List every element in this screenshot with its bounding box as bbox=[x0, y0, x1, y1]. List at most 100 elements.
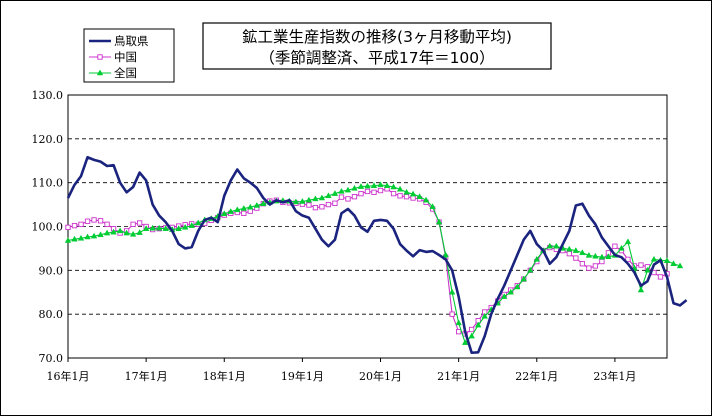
data-point bbox=[676, 262, 684, 269]
y-tick-label: 90.0 bbox=[39, 264, 64, 277]
data-point bbox=[422, 196, 430, 203]
data-point bbox=[240, 205, 248, 211]
data-point bbox=[474, 321, 482, 328]
legend-label: 全国 bbox=[114, 66, 137, 80]
data-point bbox=[566, 251, 572, 257]
data-point bbox=[91, 217, 97, 223]
data-point bbox=[572, 247, 580, 253]
data-point bbox=[136, 220, 143, 226]
data-point bbox=[312, 195, 319, 202]
data-point bbox=[403, 194, 410, 200]
chart-subtitle: （季節調整済、平成17年＝100） bbox=[259, 49, 494, 67]
data-point bbox=[78, 221, 84, 227]
data-point bbox=[175, 225, 182, 231]
data-point bbox=[625, 256, 631, 263]
data-point bbox=[579, 249, 586, 256]
data-point bbox=[507, 288, 514, 295]
data-point bbox=[260, 200, 267, 206]
data-point bbox=[344, 186, 352, 193]
data-point bbox=[77, 234, 85, 241]
x-tick-label: 18年1月 bbox=[203, 369, 246, 383]
data-point bbox=[396, 185, 404, 192]
data-point bbox=[573, 255, 579, 261]
data-point bbox=[469, 326, 475, 333]
data-point bbox=[103, 229, 111, 236]
legend-label: 中国 bbox=[114, 50, 137, 64]
data-point bbox=[84, 218, 91, 224]
x-tick-label: 19年1月 bbox=[281, 369, 324, 383]
x-axis-ticks: 16年1月 17年1月 18年1月 19年1月 20年1月 21年1月 22年1月 23年1月 bbox=[47, 358, 636, 383]
data-point bbox=[527, 266, 534, 273]
data-point bbox=[592, 263, 599, 269]
data-point bbox=[397, 193, 403, 199]
data-point bbox=[553, 242, 560, 249]
data-point bbox=[566, 245, 573, 252]
data-point bbox=[409, 190, 417, 197]
data-point bbox=[370, 182, 378, 188]
data-point bbox=[312, 205, 319, 211]
data-point bbox=[306, 202, 312, 208]
y-tick-label: 70.0 bbox=[39, 352, 64, 365]
data-point bbox=[318, 194, 326, 201]
data-point bbox=[364, 188, 371, 195]
data-point bbox=[129, 230, 137, 237]
data-point bbox=[468, 332, 475, 339]
data-point bbox=[410, 195, 416, 201]
data-point bbox=[448, 288, 456, 295]
data-point bbox=[357, 183, 365, 189]
data-point bbox=[338, 187, 345, 194]
data-point bbox=[579, 261, 586, 267]
legend-item: 中国 bbox=[89, 50, 137, 64]
y-tick-label: 100.0 bbox=[32, 221, 64, 234]
legend-label: 鳥取県 bbox=[114, 34, 149, 48]
data-point bbox=[514, 283, 521, 290]
data-point bbox=[84, 233, 91, 240]
title-box: 鉱工業生産指数の推移(3ヶ月移動平均) （季節調整済、平成17年＝100） bbox=[202, 22, 552, 70]
y-tick-label: 110.0 bbox=[32, 177, 64, 190]
data-point bbox=[325, 201, 332, 208]
data-point bbox=[116, 227, 124, 234]
data-point bbox=[586, 265, 592, 271]
legend-swatch-marker bbox=[97, 54, 103, 60]
data-point bbox=[435, 218, 443, 225]
data-point bbox=[455, 319, 462, 326]
y-tick-label: 120.0 bbox=[32, 133, 64, 146]
data-point bbox=[155, 224, 163, 231]
data-point bbox=[247, 208, 253, 214]
data-point bbox=[338, 194, 345, 200]
data-point bbox=[599, 258, 605, 265]
data-point bbox=[670, 260, 677, 267]
x-tick-label: 21年1月 bbox=[437, 369, 480, 383]
data-point bbox=[65, 224, 71, 231]
data-point bbox=[612, 243, 618, 249]
data-point bbox=[383, 182, 391, 188]
data-point bbox=[533, 255, 541, 262]
data-point bbox=[332, 200, 338, 206]
data-point bbox=[331, 190, 339, 196]
data-point bbox=[657, 274, 664, 280]
data-point bbox=[638, 262, 644, 268]
series-tottori bbox=[66, 155, 688, 355]
x-tick-label: 17年1月 bbox=[125, 369, 168, 383]
data-point bbox=[104, 221, 110, 227]
data-point bbox=[110, 228, 117, 235]
data-point bbox=[358, 190, 364, 197]
data-point bbox=[181, 223, 189, 230]
data-point bbox=[305, 196, 313, 203]
data-point bbox=[403, 188, 410, 195]
data-point bbox=[64, 237, 72, 243]
legend-item: 鳥取県 bbox=[89, 34, 149, 48]
data-point bbox=[461, 339, 469, 345]
data-point bbox=[345, 196, 351, 202]
data-point bbox=[390, 190, 397, 197]
y-axis-ticks: 130.0 120.0 110.0 100.0 90.0 80.0 70.0 bbox=[32, 89, 64, 365]
data-point bbox=[227, 208, 234, 214]
chart-title: 鉱工業生産指数の推移(3ヶ月移動平均) bbox=[242, 28, 512, 46]
data-point bbox=[416, 193, 423, 199]
data-point bbox=[130, 221, 136, 227]
data-point bbox=[377, 181, 384, 188]
y-tick-label: 80.0 bbox=[39, 308, 64, 321]
data-point bbox=[501, 293, 508, 299]
data-point bbox=[149, 224, 156, 231]
